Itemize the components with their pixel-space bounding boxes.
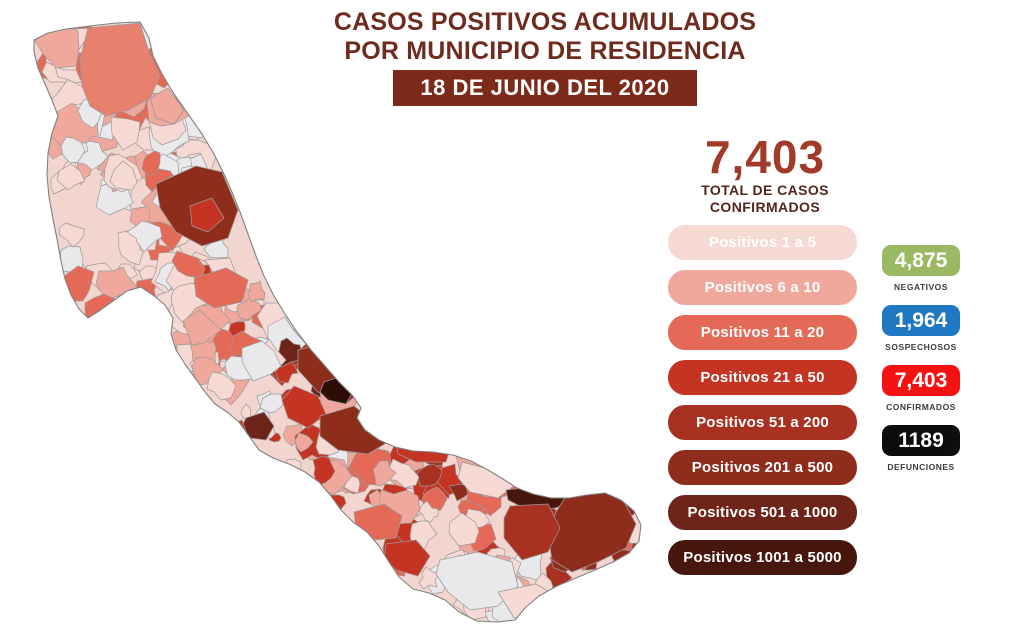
legend-item-6-10: Positivos 6 a 10 (668, 270, 857, 305)
sospechosos-label: SOSPECHOSOS (885, 342, 957, 352)
stat-negativos: 4,875 NEGATIVOS (882, 245, 960, 292)
total-cases-label-line1: TOTAL DE CASOS (701, 182, 829, 198)
stat-confirmados: 7,403 CONFIRMADOS (882, 365, 960, 412)
legend-item-1-5: Positivos 1 a 5 (668, 225, 857, 260)
legend-item-501-1000: Positivos 501 a 1000 (668, 495, 857, 530)
legend-item-21-50: Positivos 21 a 50 (668, 360, 857, 395)
page-title: CASOS POSITIVOS ACUMULADOS POR MUNICIPIO… (325, 8, 765, 66)
negativos-label: NEGATIVOS (894, 282, 948, 292)
page-title-line1: CASOS POSITIVOS ACUMULADOS (333, 8, 757, 36)
stat-sospechosos: 1,964 SOSPECHOSOS (882, 305, 960, 352)
stats-column: 4,875 NEGATIVOS 1,964 SOSPECHOSOS 7,403 … (882, 245, 960, 485)
legend-item-51-200: Positivos 51 a 200 (668, 405, 857, 440)
defunciones-value: 1189 (882, 425, 960, 456)
stat-defunciones: 1189 DEFUNCIONES (882, 425, 960, 472)
legend: Positivos 1 a 5 Positivos 6 a 10 Positiv… (668, 225, 857, 585)
total-cases-value: 7,403 (704, 131, 826, 183)
page-title-line2: POR MUNICIPIO DE RESIDENCIA (344, 37, 746, 65)
defunciones-label: DEFUNCIONES (887, 462, 955, 472)
negativos-value: 4,875 (882, 245, 960, 276)
total-cases-label: TOTAL DE CASOS CONFIRMADOS (650, 182, 880, 216)
legend-item-11-20: Positivos 11 a 20 (668, 315, 857, 350)
confirmados-label: CONFIRMADOS (886, 402, 956, 412)
legend-item-201-500: Positivos 201 a 500 (668, 450, 857, 485)
confirmados-value: 7,403 (882, 365, 960, 396)
veracruz-choropleth-map (33, 21, 642, 623)
total-cases-label-line2: CONFIRMADOS (709, 199, 821, 215)
legend-item-1001-5000: Positivos 1001 a 5000 (668, 540, 857, 575)
sospechosos-value: 1,964 (882, 305, 960, 336)
date-banner: 18 DE JUNIO DEL 2020 (393, 70, 697, 106)
